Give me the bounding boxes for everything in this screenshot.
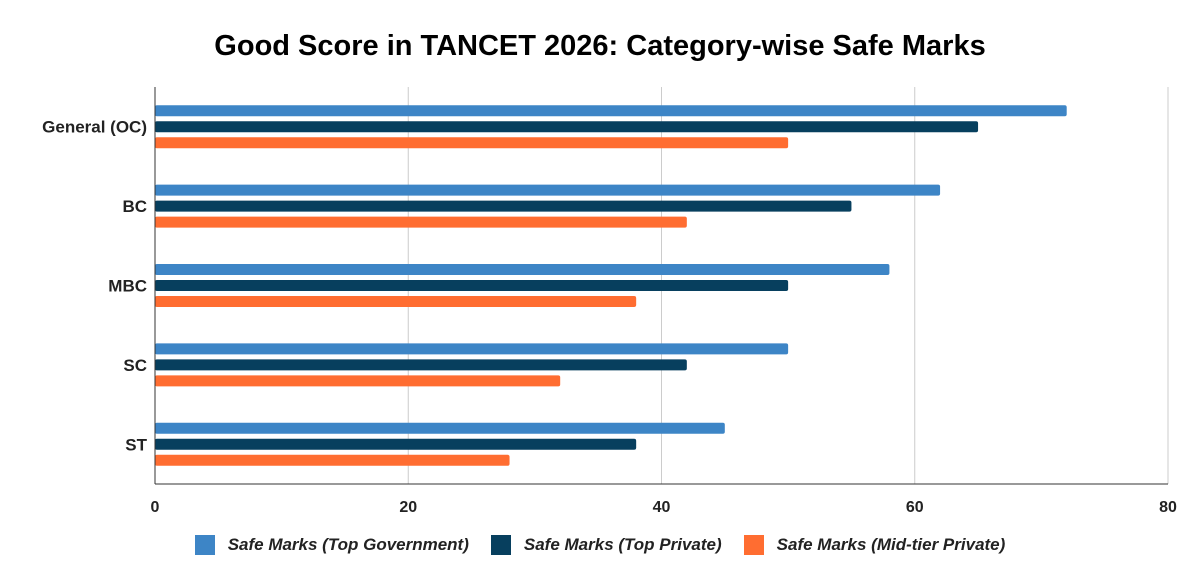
legend-item: Safe Marks (Top Government): [194, 535, 469, 555]
bar: Safe Marks (Top Government): 58: [155, 264, 890, 275]
x-tick-label: 40: [653, 499, 671, 516]
category-label: MBC: [108, 277, 147, 296]
x-tick-label: 20: [399, 499, 417, 516]
category-label: General (OC): [42, 118, 147, 137]
bar: Safe Marks (Top Private): 50: [155, 280, 789, 291]
legend-item: Safe Marks (Top Private): [490, 535, 722, 555]
legend-label: Safe Marks (Top Government): [227, 535, 469, 554]
bar: Safe Marks (Top Private): 65: [155, 121, 979, 133]
x-tick-label: 0: [151, 499, 160, 516]
bar: Safe Marks (Mid-tier Private): 50: [155, 137, 789, 149]
bar: Safe Marks (Top Private): 42: [155, 359, 687, 371]
labels: 0 20 40 60 80 General (OC) BC MBC SC ST: [42, 118, 1177, 516]
bars: Safe Marks (Top Government): 72 Safe Mark…: [155, 105, 1067, 466]
bar: Safe Marks (Top Private): 55: [155, 200, 852, 212]
legend-label: Safe Marks (Mid-tier Private): [776, 535, 1006, 554]
bar: Safe Marks (Top Government): 45: [155, 422, 725, 434]
bar: Safe Marks (Top Government): 72: [155, 105, 1067, 117]
bar: Safe Marks (Mid-tier Private): 32: [155, 375, 561, 387]
x-tick-label: 60: [906, 499, 924, 516]
legend-swatch: [194, 535, 215, 555]
category-label: BC: [122, 197, 147, 216]
legend-swatch: [490, 535, 511, 555]
bar: Safe Marks (Mid-tier Private): 38: [155, 296, 637, 307]
bar: Safe Marks (Top Government): 62: [155, 184, 941, 196]
bar: Safe Marks (Mid-tier Private): 28: [155, 454, 510, 466]
bar: Safe Marks (Mid-tier Private): 42: [155, 216, 687, 228]
chart-title: Good Score in TANCET 2026: Category-wise…: [214, 30, 986, 62]
legend: Safe Marks (Top Government) Safe Marks (T…: [0, 535, 1200, 555]
legend-item: Safe Marks (Mid-tier Private): [743, 535, 1006, 555]
category-label: SC: [123, 356, 147, 375]
axes: [154, 87, 1168, 485]
x-tick-label: 80: [1159, 499, 1177, 516]
category-label: ST: [125, 435, 147, 454]
bar: Safe Marks (Top Private): 38: [155, 438, 637, 450]
legend-label: Safe Marks (Top Private): [523, 535, 722, 554]
legend-swatch: [743, 535, 764, 555]
bar: Safe Marks (Top Government): 50: [155, 343, 789, 355]
